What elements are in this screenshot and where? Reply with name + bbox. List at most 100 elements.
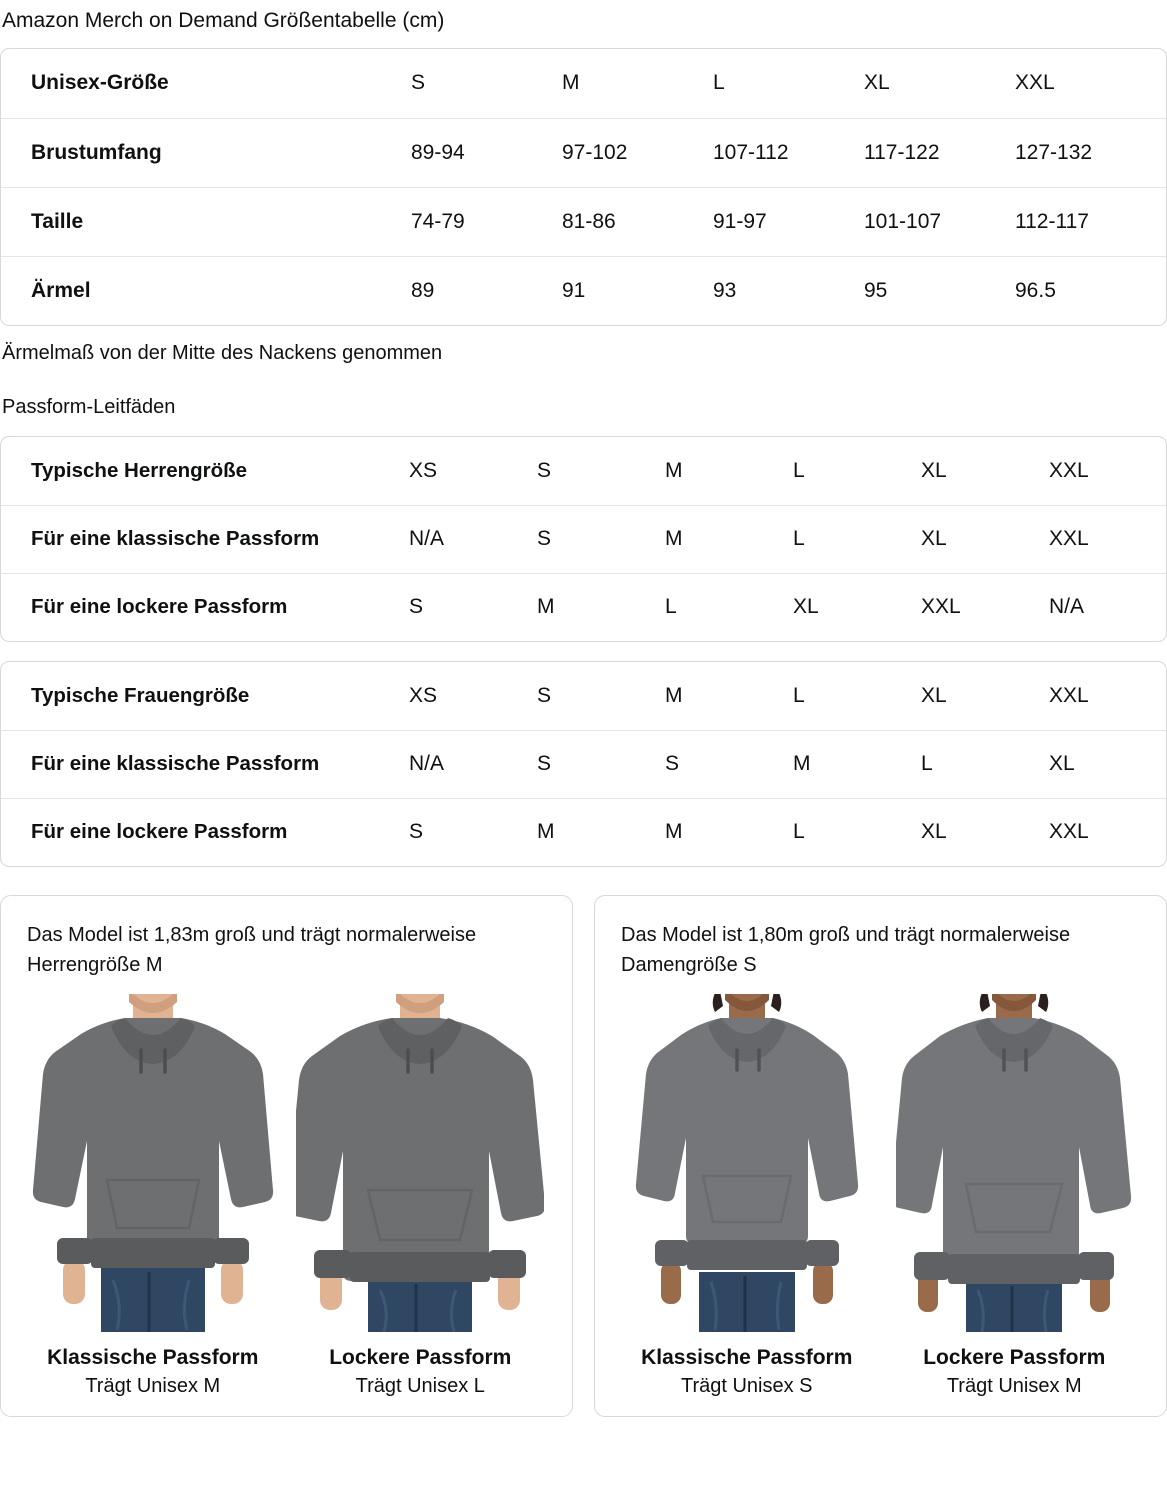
- measurement-table: Unisex-Größe S M L XL XXL Brustumfang 89…: [1, 49, 1166, 325]
- row-value: S: [409, 572, 537, 641]
- row-value: S: [537, 504, 665, 573]
- row-value: XL: [1049, 729, 1166, 798]
- page-title: Amazon Merch on Demand Größentabelle (cm…: [2, 9, 445, 32]
- table-row: Taille 74-79 81-86 91-97 101-107 112-117: [1, 186, 1166, 256]
- row-value: S: [409, 797, 537, 866]
- figure-labels: Klassische Passform Trägt Unisex M Locke…: [19, 1344, 554, 1400]
- row-value: XXL: [1049, 683, 1089, 707]
- figure-label-classic: Klassische Passform Trägt Unisex S: [613, 1344, 881, 1400]
- model-figures: [613, 994, 1148, 1332]
- row-value: 91: [562, 255, 713, 325]
- model-figures: [19, 994, 554, 1332]
- figure-label-loose: Lockere Passform Trägt Unisex M: [881, 1344, 1149, 1400]
- row-value: XL: [921, 683, 947, 707]
- figure-loose-fit-male: [287, 994, 555, 1332]
- figure-labels: Klassische Passform Trägt Unisex S Locke…: [613, 1344, 1148, 1400]
- figure-label-loose: Lockere Passform Trägt Unisex L: [287, 1344, 555, 1400]
- row-value: L: [793, 458, 805, 482]
- row-value: XL: [864, 71, 890, 95]
- row-label: Ärmel: [1, 255, 411, 325]
- table-row: Für eine lockere Passform S M M L XL XXL: [1, 797, 1166, 866]
- row-value: M: [665, 797, 793, 866]
- table-row: Für eine klassische Passform N/A S M L X…: [1, 504, 1166, 573]
- row-value: S: [665, 729, 793, 798]
- row-value: XXL: [1049, 458, 1089, 482]
- row-label: Taille: [1, 186, 411, 256]
- wears-size: Trägt Unisex S: [680, 1375, 813, 1397]
- row-value: L: [793, 797, 921, 866]
- row-value: 93: [713, 255, 864, 325]
- sleeve-measurement-note: Ärmelmaß von der Mitte des Nackens genom…: [2, 342, 443, 364]
- table-row: Typische Frauengröße XS S M L XL XXL: [1, 662, 1166, 730]
- fit-name: Lockere Passform: [329, 1346, 512, 1369]
- mens-model-card: Das Model ist 1,83m groß und trägt norma…: [0, 895, 573, 1417]
- row-value: M: [665, 504, 793, 573]
- row-label: Für eine lockere Passform: [1, 572, 409, 641]
- model-description: Das Model ist 1,83m groß und trägt norma…: [27, 924, 477, 976]
- male-loose-fit-illustration: [296, 994, 545, 1332]
- table-row: Unisex-Größe S M L XL XXL: [1, 49, 1166, 118]
- mens-fit-table-card: Typische Herrengröße XS S M L XL XXL Für…: [0, 436, 1167, 642]
- row-value: XXL: [1015, 71, 1055, 95]
- row-value: L: [921, 729, 1049, 798]
- female-loose-fit-illustration: [896, 994, 1132, 1332]
- row-label: Unisex-Größe: [31, 71, 169, 95]
- table-row: Brustumfang 89-94 97-102 107-112 117-122…: [1, 117, 1166, 187]
- row-value: 89: [411, 255, 562, 325]
- mens-fit-table: Typische Herrengröße XS S M L XL XXL Für…: [1, 437, 1166, 641]
- table-row: Für eine klassische Passform N/A S S M L…: [1, 729, 1166, 798]
- row-value: XS: [409, 683, 438, 707]
- fit-name: Klassische Passform: [641, 1346, 853, 1369]
- figure-label-classic: Klassische Passform Trägt Unisex M: [19, 1344, 287, 1400]
- womens-fit-table-card: Typische Frauengröße XS S M L XL XXL Für…: [0, 661, 1167, 867]
- row-value: 89-94: [411, 117, 562, 187]
- row-value: XXL: [921, 572, 1049, 641]
- row-value: 95: [864, 255, 1015, 325]
- row-value: M: [562, 71, 580, 95]
- row-value: L: [793, 504, 921, 573]
- row-value: M: [793, 729, 921, 798]
- row-value: S: [537, 729, 665, 798]
- row-value: 74-79: [411, 186, 562, 256]
- row-value: L: [713, 71, 725, 95]
- row-value: S: [537, 683, 552, 707]
- figure-classic-fit-male: [19, 994, 287, 1332]
- row-value: N/A: [409, 504, 537, 573]
- table-spacer: [0, 642, 1167, 661]
- row-value: 117-122: [864, 117, 1015, 187]
- row-value: XS: [409, 458, 438, 482]
- row-value: XL: [921, 458, 947, 482]
- row-label: Brustumfang: [1, 117, 411, 187]
- row-value: 112-117: [1015, 186, 1166, 256]
- table-row: Ärmel 89 91 93 95 96.5: [1, 255, 1166, 325]
- wears-size: Trägt Unisex M: [946, 1375, 1082, 1397]
- row-value: XL: [921, 797, 1049, 866]
- row-value: XL: [793, 572, 921, 641]
- womens-model-card: Das Model ist 1,80m groß und trägt norma…: [594, 895, 1167, 1417]
- row-value: M: [665, 458, 683, 482]
- row-label: Für eine lockere Passform: [1, 797, 409, 866]
- row-value: XXL: [1049, 797, 1166, 866]
- male-classic-fit-illustration: [32, 994, 273, 1332]
- row-value: 101-107: [864, 186, 1015, 256]
- model-description: Das Model ist 1,80m groß und trägt norma…: [621, 924, 1071, 976]
- row-value: N/A: [409, 729, 537, 798]
- row-value: M: [537, 572, 665, 641]
- fit-guides-title: Passform-Leitfäden: [2, 396, 176, 418]
- fit-name: Lockere Passform: [923, 1346, 1106, 1369]
- row-value: 127-132: [1015, 117, 1166, 187]
- row-value: S: [537, 458, 552, 482]
- measurement-table-card: Unisex-Größe S M L XL XXL Brustumfang 89…: [0, 48, 1167, 326]
- womens-fit-table: Typische Frauengröße XS S M L XL XXL Für…: [1, 662, 1166, 866]
- row-value: 91-97: [713, 186, 864, 256]
- row-value: 81-86: [562, 186, 713, 256]
- row-label: Typische Frauengröße: [31, 683, 250, 707]
- row-value: N/A: [1049, 572, 1166, 641]
- row-value: XL: [921, 504, 1049, 573]
- figure-classic-fit-female: [613, 994, 881, 1332]
- row-value: M: [537, 797, 665, 866]
- row-label: Für eine klassische Passform: [1, 504, 409, 573]
- wears-size: Trägt Unisex L: [355, 1375, 485, 1397]
- figure-loose-fit-female: [881, 994, 1149, 1332]
